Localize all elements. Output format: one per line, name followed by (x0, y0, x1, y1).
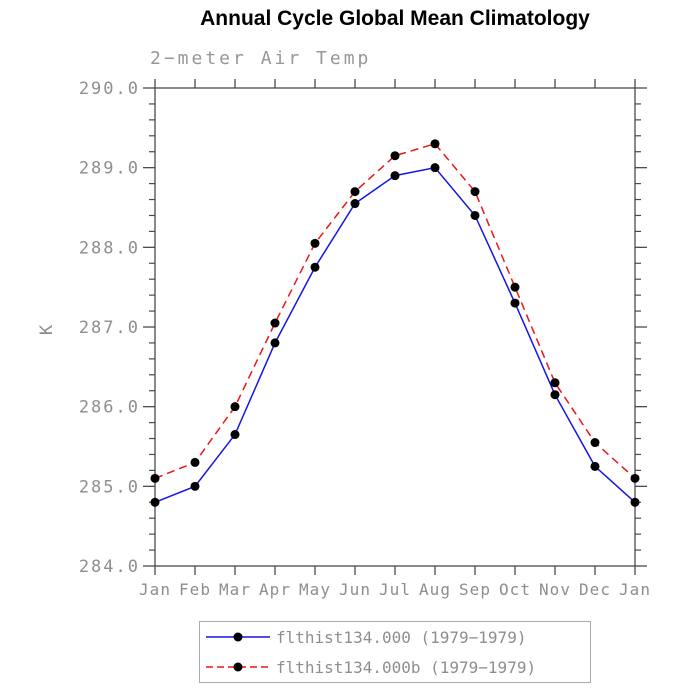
data-point-marker (310, 262, 320, 272)
legend-line-sample-solid (206, 632, 270, 642)
data-point-marker (470, 187, 480, 197)
x-tick-label: Jan (139, 580, 171, 599)
data-point-marker (270, 318, 280, 328)
x-tick-label: Sep (459, 580, 491, 599)
data-point-marker (350, 187, 360, 197)
series-line-0 (154, 166, 636, 503)
x-tick-label: Mar (219, 580, 251, 599)
legend-label: flthist134.000b (1979−1979) (276, 657, 537, 677)
legend-sample-marker (233, 632, 243, 642)
data-point-marker (270, 338, 280, 348)
data-point-marker (190, 457, 200, 467)
legend-item-flthist134-000: flthist134.000 (1979−1979) (203, 623, 590, 651)
x-tick-label: Aug (419, 580, 451, 599)
data-point-marker (430, 139, 440, 149)
chart-subtitle: 2−meter Air Temp (150, 48, 372, 69)
x-tick-label: Jul (379, 580, 411, 599)
data-point-marker (150, 473, 160, 483)
data-point-marker (190, 481, 200, 491)
y-tick-label: 290.0 (79, 79, 140, 99)
x-tick-label: Nov (539, 580, 571, 599)
data-point-marker (630, 497, 640, 507)
data-point-marker (350, 199, 360, 209)
data-point-marker (510, 298, 520, 308)
legend-sample-marker (233, 662, 243, 672)
series-line-1 (154, 142, 636, 480)
data-point-marker (590, 461, 600, 471)
data-point-marker (510, 282, 520, 292)
data-point-marker (470, 210, 480, 220)
data-point-marker (310, 238, 320, 248)
y-tick-label: 288.0 (79, 238, 140, 258)
x-tick-label: Jun (339, 580, 371, 599)
data-point-marker (430, 163, 440, 173)
x-tick-label: Apr (259, 580, 291, 599)
y-axis-label: K (37, 324, 57, 335)
data-point-marker (230, 430, 240, 440)
x-tick-label: May (299, 580, 331, 599)
data-point-marker (390, 171, 400, 181)
x-tick-label: Oct (499, 580, 531, 599)
x-tick-label: Feb (179, 580, 211, 599)
y-tick-label: 286.0 (79, 398, 140, 418)
data-point-marker (630, 473, 640, 483)
x-tick-label: Dec (579, 580, 611, 599)
data-point-marker (150, 497, 160, 507)
y-tick-label: 285.0 (79, 477, 140, 497)
y-tick-label: 284.0 (79, 557, 140, 577)
legend-item-flthist134-000b: flthist134.000b (1979−1979) (203, 653, 590, 681)
chart-title: Annual Cycle Global Mean Climatology (200, 7, 590, 30)
data-point-marker (550, 390, 560, 400)
data-point-marker (390, 151, 400, 161)
y-tick-label: 287.0 (79, 318, 140, 338)
y-tick-label: 289.0 (79, 159, 140, 179)
x-tick-label: Jan (619, 580, 651, 599)
data-point-marker (230, 402, 240, 412)
legend-label: flthist134.000 (1979−1979) (276, 627, 527, 647)
data-point-marker (590, 438, 600, 448)
legend-line-sample-dashed (206, 662, 270, 672)
data-point-marker (550, 378, 560, 388)
legend: flthist134.000 (1979−1979) flthist134.00… (199, 621, 591, 683)
